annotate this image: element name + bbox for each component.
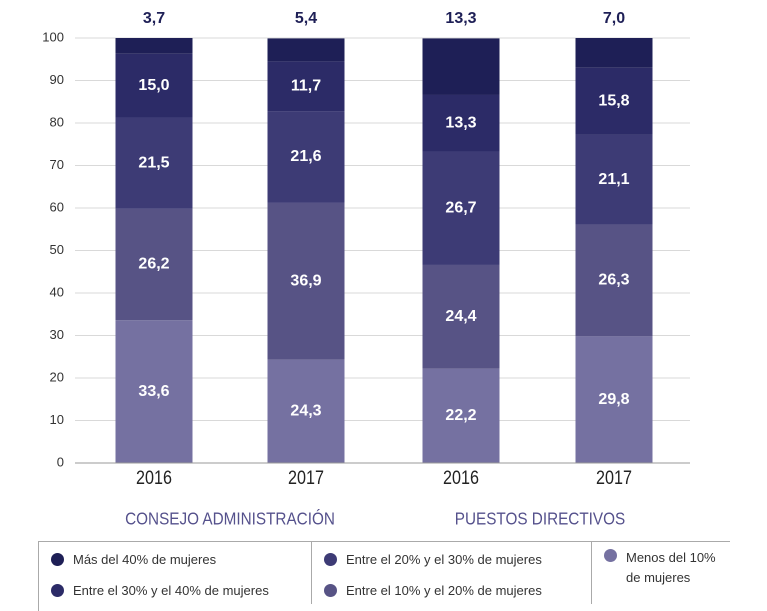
data-label: 15,8 [598,93,629,110]
y-tick-label: 90 [50,72,64,87]
group-label: CONSEJO ADMINISTRACIÓN [125,509,335,529]
legend: Más del 40% de mujeres Entre el 30% y el … [38,541,730,611]
y-tick-label: 70 [50,157,64,172]
bar-segment [575,38,653,68]
data-label: 7,0 [603,10,625,27]
bar-segment [267,202,345,360]
data-label: 5,4 [295,10,317,27]
data-label: 26,2 [138,256,169,273]
legend-swatch [51,553,64,566]
bar-segment [267,359,345,463]
legend-item: Entre el 10% y el 20% de mujeres [311,573,591,604]
bar-segment [422,38,500,95]
data-label: 21,6 [290,148,321,165]
bar-segment [115,320,193,463]
legend-label: Entre el 10% y el 20% de mujeres [346,583,542,598]
legend-item: Entre el 20% y el 30% de mujeres [311,542,591,573]
data-label: 26,3 [598,272,629,289]
bar-segment [422,94,500,152]
y-tick-label: 60 [50,199,64,214]
bar-segment [575,336,653,463]
data-label: 13,3 [445,114,476,131]
data-label: 24,4 [445,308,476,325]
y-tick-label: 80 [50,114,64,129]
y-tick-label: 50 [50,242,64,257]
data-label: 24,3 [290,403,321,420]
bar-segment [115,53,193,118]
bar-segment [422,368,500,463]
y-tick-label: 20 [50,369,64,384]
bar-segment [267,38,345,62]
legend-item: Entre el 30% y el 40% de mujeres [39,573,311,604]
y-tick-label: 0 [57,454,64,469]
bar-segment [575,134,653,225]
bar-segment [575,67,653,135]
legend-swatch [324,553,337,566]
x-tick-label: 2016 [136,467,172,489]
legend-label: Entre el 20% y el 30% de mujeres [346,552,542,567]
data-label: 21,1 [598,171,629,188]
x-tick-label: 2017 [288,467,324,489]
data-label: 33,6 [138,383,169,400]
bar-segment [115,117,193,209]
bar-segment [115,38,193,54]
y-tick-label: 10 [50,412,64,427]
legend-item: Más del 40% de mujeres [39,542,311,573]
data-label: 36,9 [290,273,321,290]
legend-label: Menos del 10% de mujeres [626,550,716,585]
chart: 0 10 20 30 40 50 60 70 80 90 100 33,6 26,2 21,5 15,0 3,… [42,10,690,529]
legend-label: Más del 40% de mujeres [73,552,217,567]
legend-swatch [604,549,617,562]
data-label: 26,7 [445,199,476,216]
bar-segment [422,151,500,265]
y-tick-label: 40 [50,284,64,299]
bar-segment [267,61,345,112]
legend-swatch [51,584,64,597]
data-label: 13,3 [445,10,476,27]
data-label: 29,8 [598,391,629,408]
y-tick-label: 30 [50,327,64,342]
data-label: 11,7 [291,77,321,94]
y-tick-label: 100 [42,29,64,44]
data-label: 3,7 [143,10,165,27]
bar-segment [422,264,500,369]
x-tick-label: 2017 [596,467,632,489]
group-label: PUESTOS DIRECTIVOS [455,509,625,529]
bar-segment [267,111,345,203]
legend-swatch [324,584,337,597]
x-tick-label: 2016 [443,467,479,489]
bar-segment [575,224,653,337]
data-label: 21,5 [138,154,169,171]
data-label: 22,2 [445,407,476,424]
data-label: 15,0 [138,77,169,94]
legend-label: Entre el 30% y el 40% de mujeres [73,583,269,598]
bar-segment [115,208,193,321]
legend-item: Menos del 10% de mujeres [591,542,731,604]
